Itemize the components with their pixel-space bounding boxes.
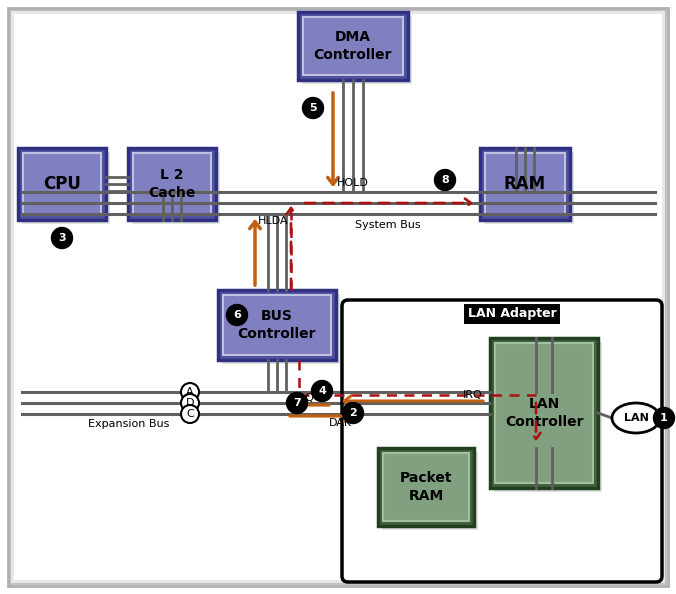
Circle shape (181, 383, 199, 401)
FancyBboxPatch shape (128, 148, 216, 220)
FancyBboxPatch shape (495, 343, 593, 483)
Circle shape (654, 407, 675, 428)
Circle shape (181, 394, 199, 412)
Circle shape (181, 405, 199, 423)
FancyBboxPatch shape (383, 453, 469, 521)
FancyBboxPatch shape (222, 294, 340, 364)
FancyBboxPatch shape (484, 152, 574, 224)
Text: DRQ: DRQ (290, 393, 315, 403)
FancyBboxPatch shape (382, 452, 478, 530)
Text: System Bus: System Bus (355, 220, 420, 230)
Text: CPU: CPU (43, 175, 81, 193)
Circle shape (435, 169, 456, 191)
Circle shape (51, 228, 72, 248)
FancyBboxPatch shape (303, 17, 403, 75)
FancyBboxPatch shape (480, 148, 570, 220)
Text: Expansion Bus: Expansion Bus (88, 419, 170, 429)
Text: 2: 2 (349, 408, 357, 418)
FancyBboxPatch shape (378, 448, 474, 526)
Text: 3: 3 (58, 233, 66, 243)
Circle shape (287, 393, 308, 413)
Text: 6: 6 (233, 310, 241, 320)
Text: IRQ: IRQ (463, 390, 483, 400)
Text: Packet
RAM: Packet RAM (400, 472, 452, 503)
FancyBboxPatch shape (494, 342, 602, 492)
Ellipse shape (612, 403, 660, 433)
Text: DAK: DAK (329, 418, 352, 428)
FancyBboxPatch shape (133, 153, 211, 215)
FancyBboxPatch shape (218, 290, 336, 360)
Circle shape (312, 381, 333, 402)
Text: 1: 1 (660, 413, 668, 423)
Text: D: D (186, 398, 194, 408)
FancyBboxPatch shape (485, 153, 565, 215)
Text: 8: 8 (441, 175, 449, 185)
Text: L 2
Cache: L 2 Cache (148, 168, 195, 200)
Text: BUS
Controller: BUS Controller (238, 309, 316, 340)
Text: HLDA: HLDA (258, 216, 289, 226)
FancyBboxPatch shape (23, 153, 101, 215)
Text: HOLD: HOLD (337, 178, 369, 188)
FancyBboxPatch shape (490, 338, 598, 488)
Text: 7: 7 (293, 398, 301, 408)
Text: 4: 4 (318, 386, 326, 396)
Circle shape (302, 97, 324, 118)
Text: A: A (186, 387, 194, 397)
FancyBboxPatch shape (302, 16, 412, 84)
Text: 5: 5 (309, 103, 317, 113)
FancyBboxPatch shape (223, 295, 331, 355)
Text: DMA
Controller: DMA Controller (314, 30, 392, 62)
Text: LAN Adapter: LAN Adapter (468, 307, 556, 320)
FancyBboxPatch shape (298, 12, 408, 80)
Text: LAN
Controller: LAN Controller (505, 397, 583, 429)
Text: C: C (186, 409, 194, 419)
Text: LAN: LAN (623, 413, 648, 423)
FancyBboxPatch shape (22, 152, 110, 224)
FancyBboxPatch shape (132, 152, 220, 224)
FancyBboxPatch shape (18, 148, 106, 220)
Circle shape (343, 403, 364, 424)
Text: RAM: RAM (504, 175, 546, 193)
Circle shape (226, 305, 247, 326)
